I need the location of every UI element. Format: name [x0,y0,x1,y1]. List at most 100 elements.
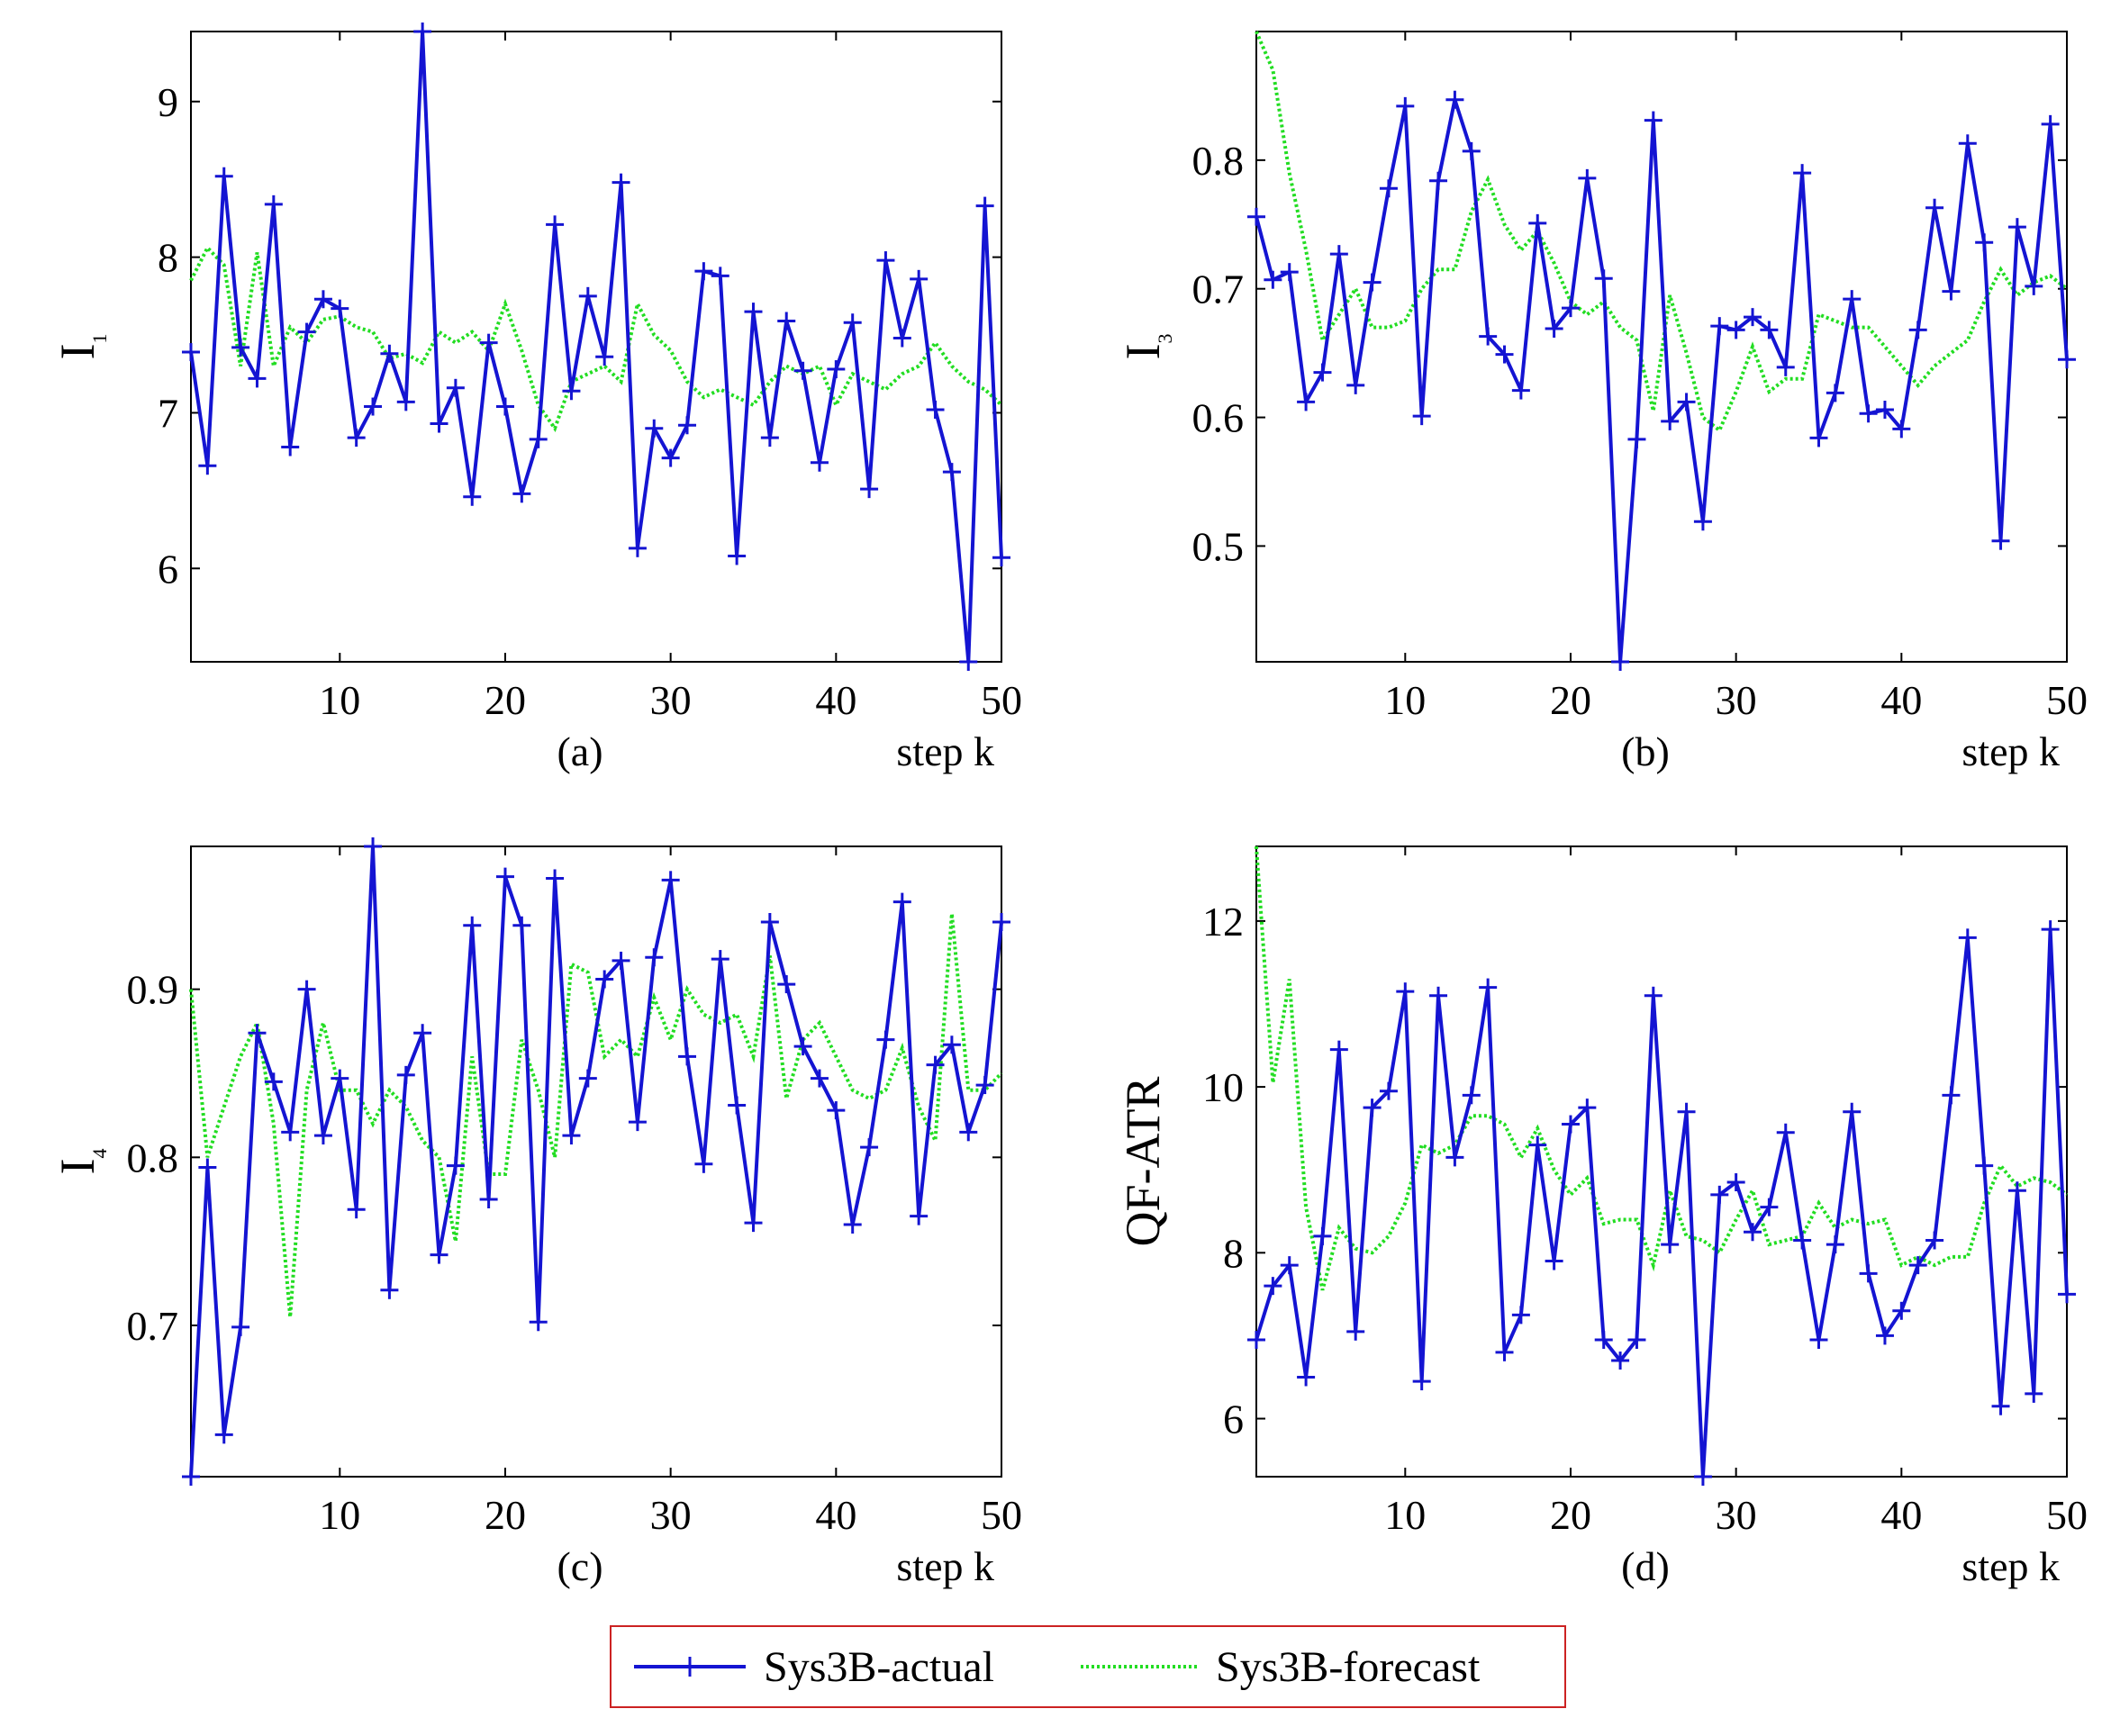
actual-point [1809,1331,1828,1350]
actual-point [1247,1331,1265,1350]
actual-point [562,382,581,401]
actual-point [1561,1115,1580,1134]
x-tick-label: 50 [2046,1492,2088,1538]
x-tick-label: 20 [485,1492,526,1538]
actual-point [546,869,565,888]
actual-point [264,194,283,213]
actual-point [1760,321,1779,339]
actual-point [645,948,664,967]
y-axis-label-subscript: 3 [1154,334,1176,344]
actual-point [446,1156,465,1175]
actual-point [1346,1322,1365,1341]
actual-point [711,950,729,969]
actual-point [313,1126,332,1145]
y-axis-label: QF-ATR [1116,1076,1170,1246]
actual-point [975,196,994,215]
actual-point [1511,381,1530,400]
actual-point [1313,363,1332,382]
actual-point [992,913,1010,931]
y-tick-label: 0.6 [1192,395,1245,441]
actual-point [1479,327,1498,346]
actual-point [1809,429,1828,448]
actual-point [876,251,895,270]
actual-point [1528,1135,1547,1154]
actual-point [1726,1173,1745,1192]
x-tick-label: 50 [981,677,1022,723]
series-actual-line [189,845,1003,1478]
actual-point [1892,420,1911,439]
actual-point [578,1069,597,1088]
actual-point [810,1069,829,1088]
actual-point [2007,218,2026,237]
actual-point [1297,1368,1316,1387]
actual-point [1379,1081,1398,1100]
actual-point [595,970,614,989]
panel-a: 10 20 30 40 50 6 7 8 9 I1 (a) step k [50,23,1022,774]
actual-point [694,262,713,281]
actual-point [1396,96,1415,115]
y-tick-label: 7 [158,390,178,436]
actual-point [628,538,647,557]
y-tick-label: 8 [158,235,178,281]
actual-point [1644,111,1663,130]
actual-point [959,653,978,671]
actual-point [463,916,482,935]
actual-point [479,333,498,352]
actual-point [1363,1099,1382,1117]
actual-point [1445,1148,1464,1167]
actual-point [198,457,217,475]
actual-point [744,303,763,321]
actual-point [1826,384,1844,402]
actual-point [214,1425,233,1444]
actual-point [364,837,383,855]
actual-point [1264,1277,1282,1296]
actual-point [347,1200,366,1219]
actual-point [1462,141,1481,160]
series-actual-line [189,30,1003,664]
series-actual-line [1255,927,2069,1478]
actual-point [827,360,846,379]
panel-caption: (c) [557,1543,602,1589]
actual-point [182,1468,200,1486]
actual-point [231,1317,250,1336]
actual-point [1363,273,1382,292]
actual-point [860,1138,879,1157]
actual-point [1578,1099,1597,1117]
actual-point [628,1113,647,1132]
y-tick-label: 9 [158,79,178,125]
y-tick-label: 0.9 [127,967,179,1013]
x-axis-label: step k [1962,1543,2060,1589]
x-tick-label: 40 [1880,677,1922,723]
x-tick-label: 30 [650,1492,692,1538]
actual-point [2007,1181,2026,1200]
actual-point [1958,928,1977,947]
actual-point [1611,1352,1630,1370]
actual-point [1710,1185,1729,1204]
panel-caption: (b) [1621,728,1670,774]
actual-point [1329,1040,1348,1059]
y-axis-label: I3 [1116,334,1176,360]
actual-point [760,913,779,931]
actual-point [1429,171,1448,190]
x-axis-label: step k [896,728,994,774]
actual-point [843,313,862,332]
y-tick-label: 10 [1202,1064,1244,1110]
actual-point [380,1280,399,1299]
actual-point [413,1024,432,1043]
y-axis-label: I4 [50,1149,111,1175]
y-axis-label: I1 [50,334,111,360]
actual-point [760,429,779,448]
actual-point [1908,1256,1927,1275]
panel-caption: (d) [1621,1543,1670,1589]
actual-point [860,480,879,499]
actual-point [926,1055,945,1074]
actual-point [198,1158,217,1177]
x-tick-label: 30 [650,677,692,723]
actual-point [1495,1343,1514,1361]
actual-point [529,1313,548,1332]
actual-point [777,975,796,994]
actual-point [1644,986,1663,1005]
actual-point [711,267,729,285]
y-tick-label: 8 [1223,1230,1244,1276]
